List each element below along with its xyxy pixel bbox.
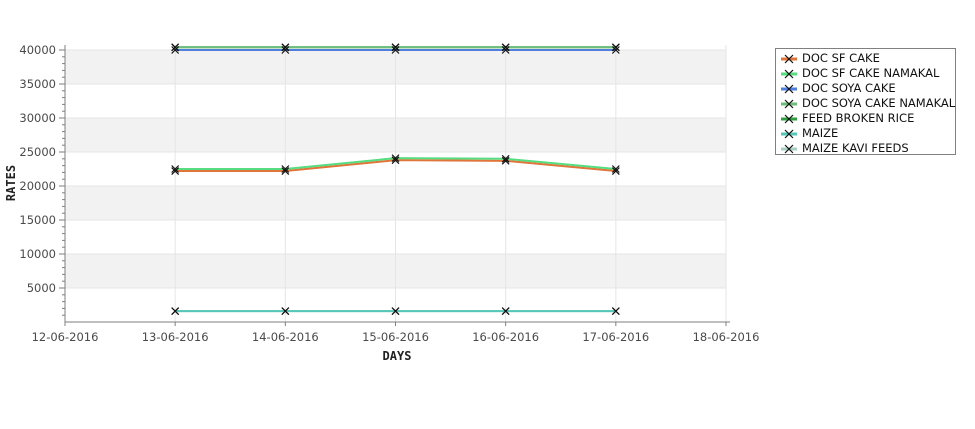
data-point-marker [281,165,290,173]
data-point-marker [611,307,620,316]
legend-line-x-marker-icon [781,69,797,78]
x-axis-title: DAYS [382,349,412,363]
data-point-marker [611,165,620,173]
legend-line-x-marker-icon [781,99,797,108]
data-point-marker [501,43,510,52]
y-tick-label: 30000 [19,111,56,125]
data-point-marker [501,46,510,54]
data-point-marker [281,167,290,175]
legend-line-x-marker-icon [781,54,797,63]
y-tick-label: 25000 [19,145,56,159]
x-tick-label: 16-06-2016 [472,330,539,344]
data-point-marker [501,154,510,163]
legend-item: MAIZE [781,126,955,141]
data-point-marker [501,307,510,316]
legend-item-label: MAIZE KAVI FEEDS [802,141,909,155]
legend-line-x-marker-icon [781,129,797,138]
data-point-marker [171,165,180,173]
legend-line-x-marker-icon [781,84,797,93]
legend-item-label: DOC SOYA CAKE [802,81,896,95]
x-tick-label: 18-06-2016 [693,330,760,344]
y-tick-label: 15000 [19,213,56,227]
data-point-marker [171,46,180,54]
data-point-marker [611,43,620,52]
legend-item: MAIZE KAVI FEEDS [781,141,955,156]
y-tick-label: 40000 [19,43,56,57]
x-tick-label: 17-06-2016 [582,330,649,344]
legend-item-label: DOC SOYA CAKE NAMAKAL [802,96,956,110]
legend-item-label: DOC SF CAKE NAMAKAL [802,66,940,80]
legend-item: FEED BROKEN RICE [781,111,955,126]
y-tick-label: 5000 [27,281,56,295]
legend-line-x-marker-icon [781,144,797,153]
data-point-marker [391,156,400,165]
legend-item: DOC SF CAKE NAMAKAL [781,66,955,81]
data-point-marker [171,167,180,175]
legend-item: DOC SOYA CAKE NAMAKAL [781,96,955,111]
legend-item: DOC SOYA CAKE [781,81,955,96]
data-point-marker [391,307,400,316]
data-point-marker [391,154,400,163]
y-tick-label: 35000 [19,77,56,91]
legend-item-label: MAIZE [802,126,839,140]
y-axis-title: RATES [4,164,18,202]
x-tick-label: 15-06-2016 [362,330,429,344]
y-tick-label: 10000 [19,247,56,261]
x-tick-label: 14-06-2016 [252,330,319,344]
x-tick-label: 13-06-2016 [142,330,209,344]
data-point-marker [281,307,290,316]
legend-item: DOC SF CAKE [781,51,955,66]
data-point-marker [391,43,400,52]
data-point-marker [171,307,180,316]
data-point-marker [501,156,510,165]
x-tick-label: 12-06-2016 [32,330,99,344]
data-point-marker [281,46,290,54]
legend-line-x-marker-icon [781,114,797,123]
legend-item-label: FEED BROKEN RICE [802,111,915,125]
data-point-marker [171,43,180,52]
y-tick-label: 20000 [19,179,56,193]
data-point-marker [611,46,620,54]
chart-legend: DOC SF CAKE DOC SF CAKE NAMAKAL DOC SOYA C… [775,48,956,155]
legend-item-label: DOC SF CAKE [802,51,880,65]
data-point-marker [611,167,620,175]
data-point-marker [391,46,400,54]
data-point-marker [281,43,290,52]
